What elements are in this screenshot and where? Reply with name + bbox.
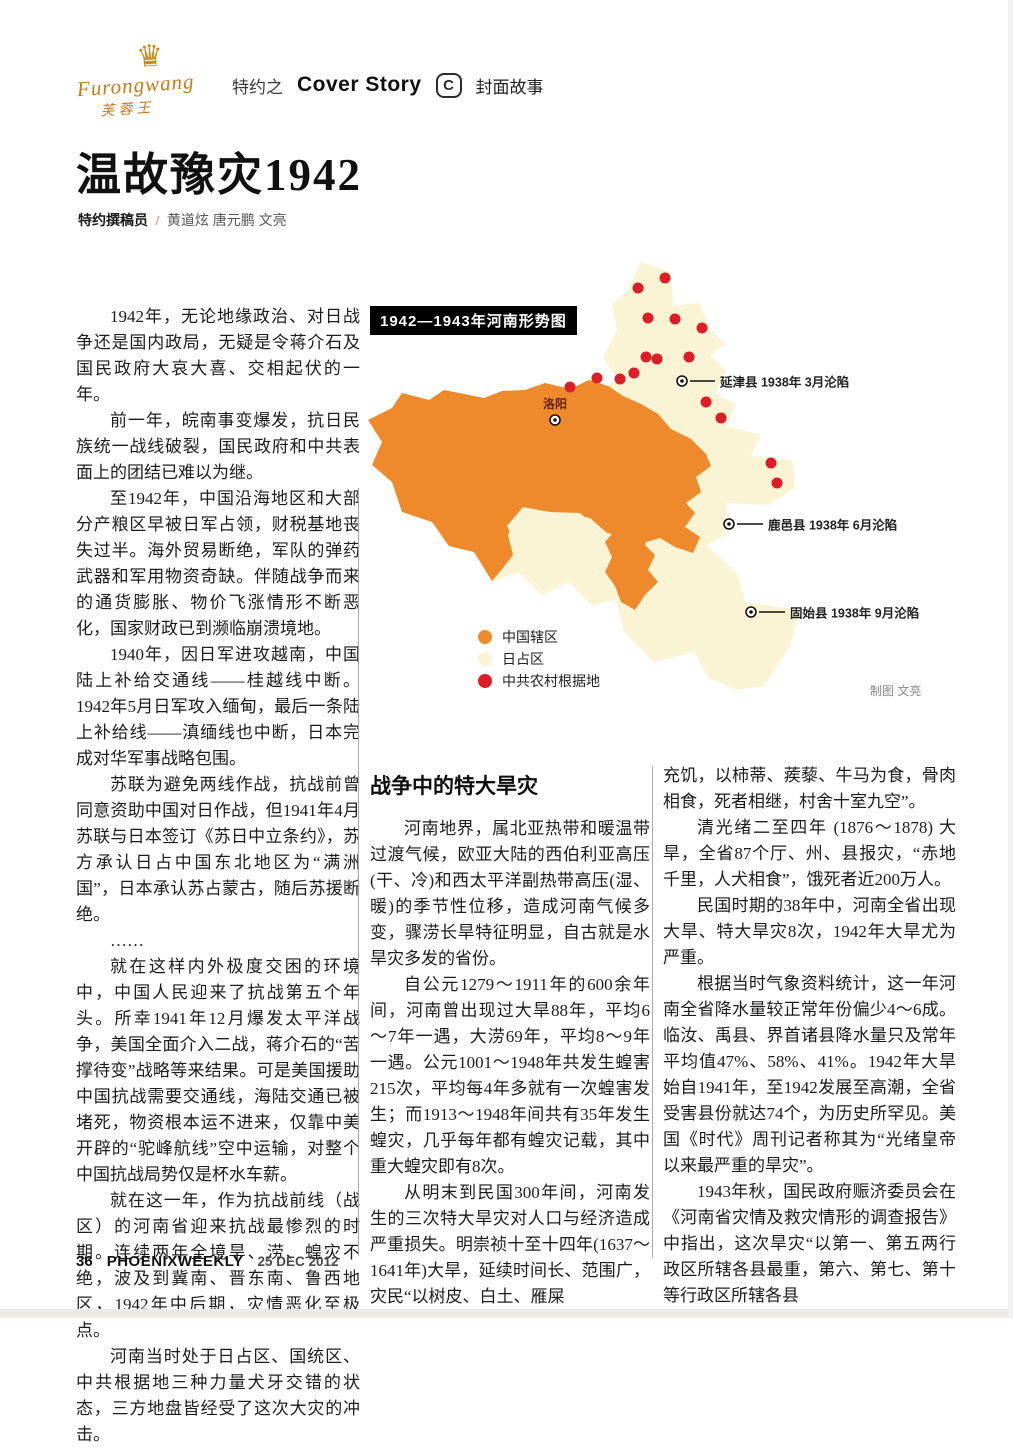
- ccp-base-dots: [564, 272, 783, 489]
- legend-label: 日占区: [502, 651, 544, 667]
- page-header: 特约之 Cover Story C 封面故事: [232, 70, 544, 100]
- column-divider-right: [652, 766, 653, 1258]
- ccp-base-dot: [683, 351, 695, 363]
- paragraph: 河南地界，属北亚热带和暖温带过渡气候，欧亚大陆的西伯利亚高压(干、冷)和西太平洋…: [370, 819, 650, 968]
- ccp-base-dot: [640, 351, 652, 363]
- issue-date: 25 DEC 2012: [257, 1254, 339, 1269]
- ccp-base-dot: [700, 396, 712, 408]
- luoyang-marker: [549, 414, 561, 426]
- byline-role: 特约撰稿员: [78, 212, 148, 228]
- ccp-base-dot: [765, 457, 777, 469]
- ccp-base-dot: [771, 477, 783, 489]
- paragraph: 就在这一年，作为抗战前线（战区）的河南省迎来抗战最惨烈的时期。连续两年全境旱、涝…: [76, 1191, 360, 1340]
- cover-story-en-label: Cover Story: [297, 73, 422, 96]
- ccp-base-dot: [715, 412, 727, 424]
- scan-edge: [1008, 0, 1013, 1318]
- map-graphic: [368, 262, 800, 690]
- section-heading: 战争中的特大旱灾: [370, 775, 538, 798]
- legend-swatch-china: [478, 630, 492, 644]
- paragraph-ellipsis: ……: [110, 931, 144, 950]
- map-title: 1942—1943年河南形势图: [370, 306, 577, 335]
- callout-yanjin: 延津县 1938年 3月沦陷: [720, 375, 850, 390]
- byline: 特约撰稿员 / 黄道炫 唐元鹏 文亮: [78, 210, 287, 230]
- map-legend: 中国辖区 日占区 中共农村根据地: [478, 626, 600, 692]
- ccp-base-dot: [628, 367, 640, 379]
- column-divider-left: [358, 488, 359, 1256]
- byline-authors: 黄道炫 唐元鹏 文亮: [166, 212, 287, 228]
- paragraph: 苏联为避免两线作战，抗战前曾同意资助中国对日作战，但1941年4月苏联与日本签订…: [76, 775, 360, 924]
- map-credit: 制图 文亮: [870, 684, 922, 698]
- paragraph: 从明末到民国300年间，河南发生的三次特大旱灾对人口与经济造成严重损失。明崇祯十…: [370, 1183, 650, 1306]
- sponsor-label: 特约之: [232, 77, 283, 97]
- article-title: 温故豫灾1942: [76, 150, 363, 200]
- scan-edge: [0, 1309, 1013, 1318]
- yanjin-marker: [676, 375, 715, 387]
- map-region-china-southeast-lobe: [605, 522, 658, 610]
- henan-situation-map: 1942—1943年河南形势图 洛阳 延津县 1938年 3月沦陷 鹿邑县 19…: [365, 250, 965, 720]
- paragraph-continuation: 充饥，以柿蒂、蒺藜、牛马为食，骨肉相食，死者相继，村舍十室九空”。: [663, 766, 956, 811]
- paragraph: 自公元1279～1911年的600余年间，河南曾出现过大旱88年，平均6～7年一…: [370, 975, 650, 1176]
- middle-column: 战争中的特大旱灾 河南地界，属北亚热带和暖温带过渡气候，欧亚大陆的西伯利亚高压(…: [370, 774, 650, 1310]
- ccp-base-dot: [614, 373, 626, 385]
- paragraph: 清光绪二至四年 (1876～1878) 大旱，全省87个厅、州、县报灾，“赤地千…: [663, 818, 956, 889]
- paragraph: 1942年，无论地缘政治、对日战争还是国内政局，无疑是令蒋介石及国民政府大哀大喜…: [76, 307, 360, 404]
- ccp-base-dot: [696, 322, 708, 334]
- cover-story-icon: C: [435, 72, 462, 98]
- ccp-base-dot: [591, 372, 603, 384]
- ccp-base-dot: [632, 282, 644, 294]
- legend-item-ccp: 中共农村根据地: [478, 670, 600, 692]
- paragraph: 1943年秋，国民政府赈济委员会在《河南省灾情及救灾情形的调查报告》中指出，这次…: [663, 1182, 956, 1305]
- left-column: 1942年，无论地缘政治、对日战争还是国内政局，无疑是令蒋介石及国民政府大哀大喜…: [76, 304, 360, 1448]
- luyi-marker: [723, 518, 763, 530]
- paragraph: 就在这样内外极度交困的环境中，中国人民迎来了抗战第五个年头。所幸1941年12月…: [76, 957, 360, 1184]
- magazine-name: PHOENIXWEEKLY: [106, 1253, 244, 1270]
- legend-label: 中国辖区: [502, 629, 558, 645]
- luoyang-label: 洛阳: [542, 397, 568, 411]
- callout-gushi: 固始县 1938年 9月沦陷: [790, 606, 920, 621]
- legend-item-japan: 日占区: [478, 648, 600, 670]
- legend-label: 中共农村根据地: [502, 673, 600, 689]
- ccp-base-dot: [564, 381, 576, 393]
- legend-swatch-japan: [478, 652, 492, 666]
- legend-swatch-ccp: [478, 674, 492, 688]
- gushi-marker: [745, 606, 785, 618]
- cover-story-cn-label: 封面故事: [475, 77, 544, 97]
- ccp-base-dot: [642, 312, 654, 324]
- ccp-base-dot: [651, 353, 663, 365]
- paragraph: 河南当时处于日占区、国统区、中共根据地三种力量犬牙交错的状态，三方地盘皆经受了这…: [76, 1347, 360, 1444]
- page-number: 36: [76, 1253, 93, 1270]
- callout-luyi: 鹿邑县 1938年 6月沦陷: [768, 518, 898, 533]
- ccp-base-dot: [669, 313, 681, 325]
- paragraph: 前一年，皖南事变爆发，抗日民族统一战线破裂，国民政府和中共表面上的团结已难以为继…: [76, 411, 360, 482]
- paragraph: 根据当时气象资料统计，这一年河南全省降水量较正常年份偏少4～6成。临汝、禹县、界…: [663, 974, 956, 1175]
- paragraph: 1940年，因日军进攻越南，中国陆上补给交通线——桂越线中断。1942年5月日军…: [76, 645, 360, 768]
- byline-slash: /: [155, 214, 160, 229]
- page-footer: 36 PHOENIXWEEKLY 25 DEC 2012: [76, 1253, 339, 1270]
- right-column: 充饥，以柿蒂、蒺藜、牛马为食，骨肉相食，死者相继，村舍十室九空”。 清光绪二至四…: [663, 763, 956, 1309]
- ccp-base-dot: [659, 272, 671, 284]
- paragraph: 民国时期的38年中，河南全省出现大旱、特大旱灾8次，1942年大旱尤为严重。: [663, 896, 956, 967]
- paragraph: 至1942年，中国沿海地区和大部分产粮区早被日军占领，财税基地丧失过半。海外贸易…: [76, 489, 360, 638]
- legend-item-china: 中国辖区: [478, 626, 600, 648]
